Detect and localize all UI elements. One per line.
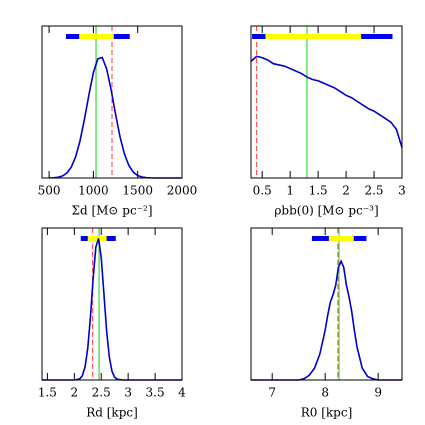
x-tick-label: 3	[398, 184, 406, 198]
x-tick-label: 7	[268, 386, 276, 400]
x-tick-label: 1	[286, 184, 294, 198]
interval-inner	[265, 34, 362, 39]
interval-inner	[79, 34, 114, 39]
x-tick-label: 1500	[122, 184, 153, 198]
x-axis-label: R0 [kpc]	[301, 406, 353, 420]
x-tick-label: 2	[342, 184, 350, 198]
x-axis-label: Σd [M⊙ pc⁻²]	[71, 204, 152, 218]
x-tick-label: 0.5	[253, 184, 272, 198]
density-curve	[250, 55, 403, 148]
x-tick-label: 9	[374, 386, 382, 400]
x-tick-label: 2.5	[364, 184, 383, 198]
x-tick-label: 2000	[167, 184, 198, 198]
x-axis-label: ρbb(0) [M⊙ pc⁻³]	[274, 204, 378, 218]
x-tick-label: 2.5	[92, 386, 111, 400]
x-tick-label: 3	[124, 386, 132, 400]
density-curve	[49, 56, 182, 179]
density-curve	[251, 259, 402, 381]
x-tick-label: 4	[178, 386, 186, 400]
interval-inner	[87, 236, 107, 241]
x-tick-label: 2	[70, 386, 78, 400]
plot-frame	[250, 227, 403, 381]
x-tick-label: 500	[38, 184, 61, 198]
plot-frame	[250, 25, 403, 179]
plot-frame	[41, 25, 183, 179]
density-curve	[42, 238, 182, 381]
x-tick-label: 3.5	[146, 386, 165, 400]
x-tick-label: 1.5	[38, 386, 57, 400]
x-tick-label: 8	[321, 386, 329, 400]
x-axis-label: Rd [kpc]	[86, 406, 138, 420]
interval-inner	[328, 236, 354, 241]
x-tick-label: 1000	[78, 184, 109, 198]
x-tick-label: 1.5	[309, 184, 328, 198]
plot-frame	[41, 227, 183, 381]
